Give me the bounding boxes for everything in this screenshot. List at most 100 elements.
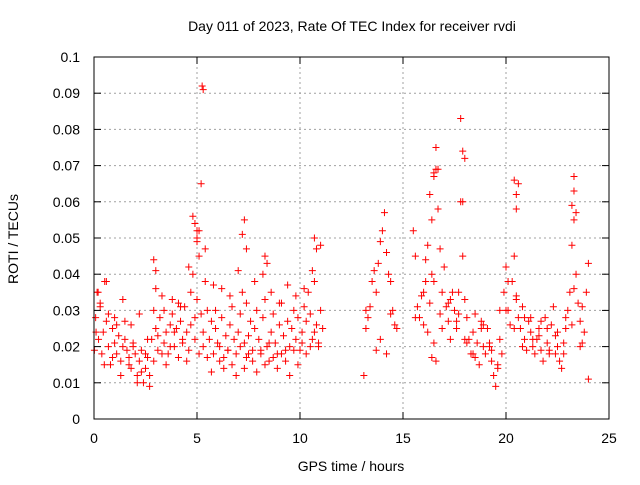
data-point — [477, 317, 485, 325]
data-point — [385, 270, 393, 278]
data-point — [582, 288, 590, 296]
data-point — [115, 332, 123, 340]
data-point — [220, 353, 228, 361]
data-point — [426, 299, 434, 307]
data-point — [568, 201, 576, 209]
data-point — [372, 346, 380, 354]
data-point — [453, 325, 461, 332]
data-point — [228, 303, 236, 311]
data-point — [584, 259, 592, 267]
data-point — [121, 317, 129, 325]
data-point — [137, 346, 145, 354]
data-point — [230, 335, 238, 343]
data-point — [183, 357, 191, 365]
data-point — [300, 285, 308, 293]
data-point — [232, 372, 240, 380]
y-tick-label: 0.01 — [53, 375, 80, 391]
data-point — [275, 321, 283, 329]
data-point — [162, 361, 170, 369]
data-point — [562, 325, 570, 332]
data-point — [249, 346, 257, 354]
data-point — [131, 350, 139, 358]
data-point — [387, 310, 395, 318]
data-point — [94, 288, 102, 296]
data-point — [420, 288, 428, 296]
data-point — [551, 350, 559, 358]
data-point — [496, 335, 504, 343]
y-tick-label: 0.06 — [53, 194, 80, 210]
data-point — [111, 314, 119, 322]
data-point — [294, 314, 302, 322]
data-point — [376, 238, 384, 246]
data-point — [364, 314, 372, 322]
data-point — [570, 187, 578, 195]
data-point — [187, 288, 195, 296]
data-point — [310, 277, 318, 285]
data-point — [142, 350, 149, 358]
data-point — [288, 325, 296, 332]
data-point — [446, 296, 454, 304]
data-point — [166, 343, 174, 351]
data-point — [438, 325, 446, 332]
data-point — [174, 353, 182, 361]
data-point — [310, 234, 318, 242]
data-point — [152, 267, 160, 275]
data-point — [259, 314, 267, 322]
data-point — [286, 372, 294, 380]
data-point — [245, 332, 252, 340]
data-point — [378, 227, 386, 235]
x-tick-label: 5 — [193, 430, 201, 446]
data-point — [479, 321, 487, 329]
data-point — [539, 357, 547, 365]
data-point — [518, 343, 526, 351]
x-tick-label: 0 — [90, 430, 98, 446]
data-point — [444, 317, 452, 325]
y-tick-label: 0.09 — [53, 85, 80, 101]
data-point — [232, 350, 240, 358]
data-point — [203, 353, 211, 361]
data-point — [179, 339, 187, 347]
data-point — [315, 339, 323, 347]
data-point — [424, 241, 432, 249]
data-point — [247, 317, 255, 325]
data-point — [317, 306, 325, 314]
data-point — [554, 343, 561, 351]
data-point — [551, 332, 559, 340]
data-point — [218, 314, 226, 322]
data-point — [409, 227, 417, 235]
data-point — [234, 267, 242, 275]
data-point — [527, 328, 535, 336]
data-point — [463, 314, 471, 322]
data-point — [422, 277, 430, 285]
data-point — [119, 296, 127, 304]
data-point — [263, 259, 271, 267]
data-point — [238, 230, 246, 238]
data-point — [255, 335, 263, 343]
x-tick-label: 25 — [601, 430, 617, 446]
data-point — [471, 353, 479, 361]
data-point — [300, 303, 308, 311]
data-point — [492, 382, 500, 390]
data-point — [531, 350, 539, 358]
data-point — [102, 277, 110, 285]
data-point — [475, 361, 483, 369]
data-point — [125, 353, 133, 361]
data-point — [496, 306, 504, 314]
data-point — [92, 314, 100, 322]
data-point — [168, 296, 176, 304]
data-point — [514, 314, 522, 322]
data-point — [459, 252, 467, 260]
data-point — [129, 343, 137, 351]
data-point — [543, 325, 551, 332]
data-point — [265, 357, 273, 365]
data-point — [580, 328, 588, 336]
data-point — [98, 350, 106, 358]
data-point — [282, 357, 290, 365]
data-point — [212, 325, 220, 332]
data-point — [216, 343, 224, 351]
data-point — [451, 306, 458, 314]
data-point — [284, 317, 292, 325]
data-point — [226, 321, 234, 329]
data-point — [308, 335, 316, 343]
